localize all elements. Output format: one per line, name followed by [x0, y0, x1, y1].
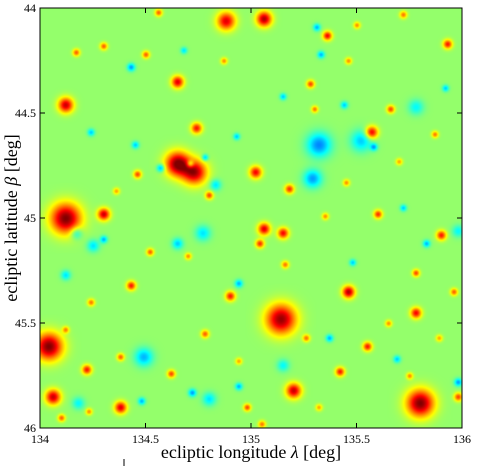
x-tick-label: 134.5: [132, 432, 159, 446]
x-axis-title: ecliptic longitude λ [deg]: [161, 442, 341, 462]
x-tick-label: 134: [31, 432, 49, 446]
y-tick-label: 44: [24, 1, 36, 15]
y-tick-label: 44.5: [15, 106, 36, 120]
plot-area: [39, 7, 463, 429]
y-axis-title-unit: [deg]: [1, 134, 21, 176]
heatmap-image: [40, 8, 462, 428]
axis-ticks: 134 134.5 135 135.5 136 44 44.5 45 45.5 46: [15, 1, 471, 446]
x-tick-label: 136: [453, 432, 471, 446]
y-tick-label: 46: [24, 421, 36, 435]
x-tick-label: 135: [242, 432, 260, 446]
x-axis-title-unit: [deg]: [299, 442, 341, 462]
y-tick-label: 45: [24, 211, 36, 225]
y-axis-title-text: ecliptic latitude: [1, 186, 21, 302]
x-axis-title-symbol: λ: [290, 442, 299, 462]
y-axis-title: ecliptic latitude β [deg]: [1, 134, 21, 301]
y-tick-label: 45.5: [15, 316, 36, 330]
y-axis-title-symbol: β: [1, 177, 21, 187]
x-axis-title-text: ecliptic longitude: [161, 442, 291, 462]
x-tick-label: 135.5: [343, 432, 370, 446]
